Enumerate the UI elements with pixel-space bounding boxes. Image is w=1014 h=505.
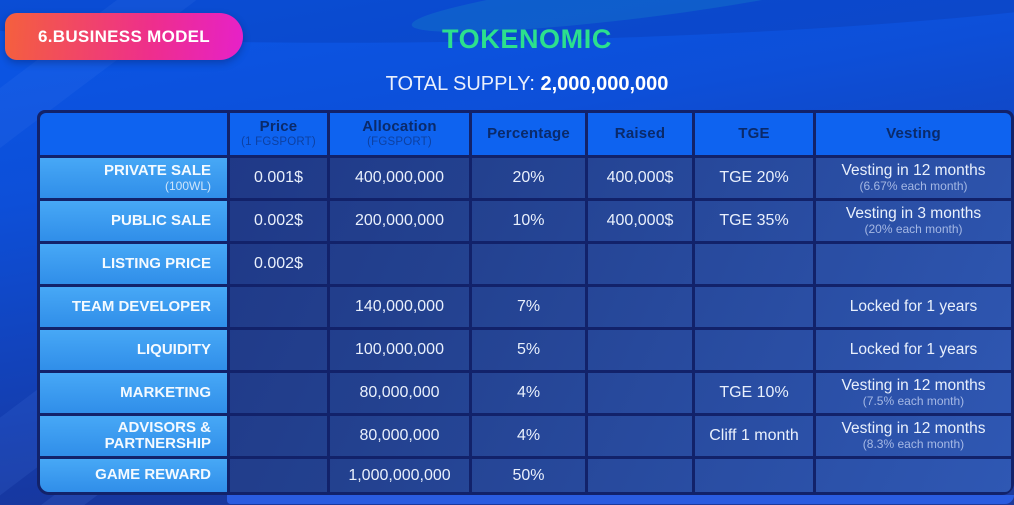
- row-label: LISTING PRICE: [40, 244, 227, 284]
- cell-vesting: Vesting in 12 months (7.5% each month): [816, 373, 1011, 413]
- cell-allocation: 140,000,000: [330, 287, 469, 327]
- cell-tge: Cliff 1 month: [695, 416, 813, 456]
- cell-percentage: 5%: [472, 330, 585, 370]
- cell-raised: [588, 416, 692, 456]
- cell-percentage: [472, 244, 585, 284]
- row-label: PUBLIC SALE: [40, 201, 227, 241]
- cell-price: 0.001$: [230, 158, 327, 198]
- tokenomics-table: Price (1 FGSPORT) Allocation (FGSPORT) Perce…: [37, 110, 1014, 495]
- cell-allocation: 80,000,000: [330, 373, 469, 413]
- page-title: TOKENOMIC: [442, 24, 612, 54]
- cell-allocation: 1,000,000,000: [330, 459, 469, 492]
- row-label: PRIVATE SALE (100WL): [40, 158, 227, 198]
- cell-price: 0.002$: [230, 244, 327, 284]
- cell-tge: [695, 459, 813, 492]
- cell-raised: 400,000$: [588, 158, 692, 198]
- cell-percentage: 20%: [472, 158, 585, 198]
- cell-price: [230, 330, 327, 370]
- cell-price: 0.002$: [230, 201, 327, 241]
- table-header-allocation: Allocation (FGSPORT): [330, 113, 469, 155]
- cell-vesting: Locked for 1 years: [816, 330, 1011, 370]
- total-supply: TOTAL SUPPLY: 2,000,000,000: [0, 73, 1014, 96]
- cell-allocation: 100,000,000: [330, 330, 469, 370]
- cell-percentage: 4%: [472, 373, 585, 413]
- total-supply-label: TOTAL SUPPLY:: [385, 73, 535, 95]
- section-badge: 6.BUSINESS MODEL: [5, 13, 243, 60]
- cell-tge: TGE 20%: [695, 158, 813, 198]
- row-label: MARKETING: [40, 373, 227, 413]
- cell-tge: TGE 10%: [695, 373, 813, 413]
- cell-tge: [695, 287, 813, 327]
- cell-price: [230, 287, 327, 327]
- cell-tge: [695, 244, 813, 284]
- cell-allocation: 200,000,000: [330, 201, 469, 241]
- total-supply-value: 2,000,000,000: [540, 73, 669, 95]
- cell-allocation: [330, 244, 469, 284]
- cell-percentage: 7%: [472, 287, 585, 327]
- cell-raised: 400,000$: [588, 201, 692, 241]
- cell-vesting: [816, 459, 1011, 492]
- section-badge-label: 6.BUSINESS MODEL: [38, 26, 210, 46]
- cell-raised: [588, 330, 692, 370]
- cell-raised: [588, 287, 692, 327]
- row-label: LIQUIDITY: [40, 330, 227, 370]
- cell-price: [230, 459, 327, 492]
- cell-vesting: [816, 244, 1011, 284]
- cell-percentage: 10%: [472, 201, 585, 241]
- table-header-raised: Raised: [588, 113, 692, 155]
- cell-tge: TGE 35%: [695, 201, 813, 241]
- row-label: TEAM DEVELOPER: [40, 287, 227, 327]
- cell-tge: [695, 330, 813, 370]
- cell-raised: [588, 373, 692, 413]
- row-label: GAME REWARD: [40, 459, 227, 492]
- table-header-price: Price (1 FGSPORT): [230, 113, 327, 155]
- table-header-empty: [40, 113, 227, 155]
- cell-price: [230, 373, 327, 413]
- table-header-tge: TGE: [695, 113, 813, 155]
- row-label: ADVISORS & PARTNERSHIP: [40, 416, 227, 456]
- cell-percentage: 50%: [472, 459, 585, 492]
- cell-allocation: 400,000,000: [330, 158, 469, 198]
- table-bottom-band: [227, 495, 1014, 504]
- cell-price: [230, 416, 327, 456]
- cell-vesting: Locked for 1 years: [816, 287, 1011, 327]
- cell-vesting: Vesting in 3 months (20% each month): [816, 201, 1011, 241]
- cell-allocation: 80,000,000: [330, 416, 469, 456]
- table-header-vesting: Vesting: [816, 113, 1011, 155]
- cell-vesting: Vesting in 12 months (6.67% each month): [816, 158, 1011, 198]
- cell-raised: [588, 459, 692, 492]
- cell-vesting: Vesting in 12 months (8.3% each month): [816, 416, 1011, 456]
- table-header-percentage: Percentage: [472, 113, 585, 155]
- cell-raised: [588, 244, 692, 284]
- cell-percentage: 4%: [472, 416, 585, 456]
